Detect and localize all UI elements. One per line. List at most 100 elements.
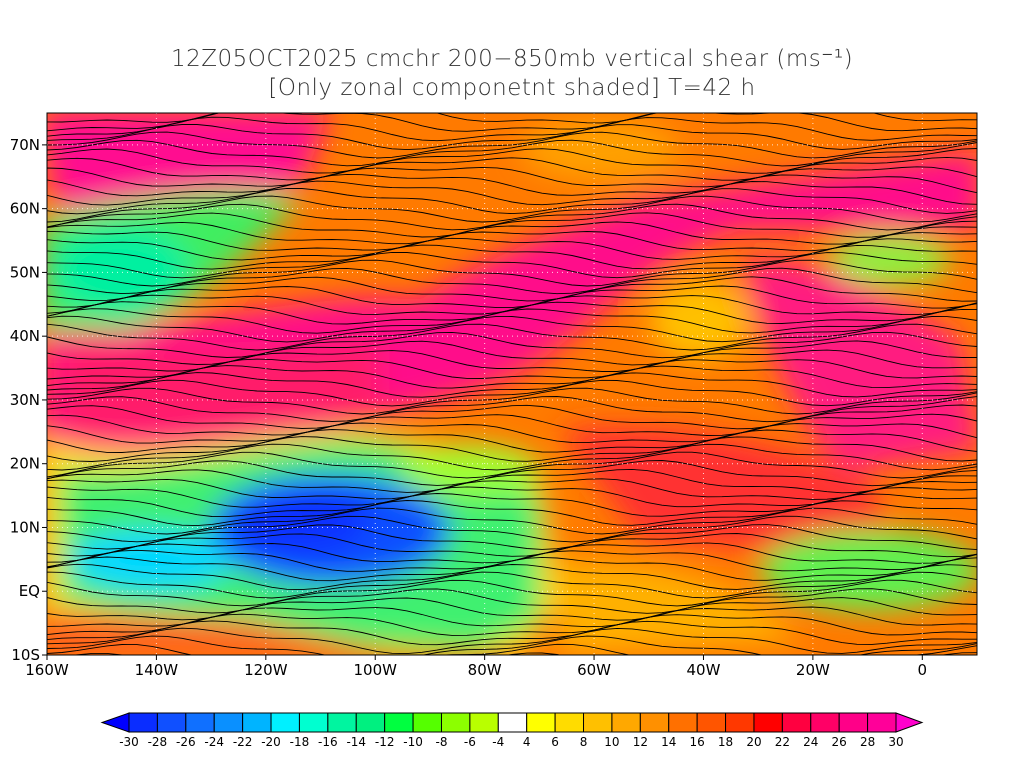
shear-streamlines — [47, 113, 977, 655]
colorbar-swatch — [213, 712, 244, 733]
streamline — [47, 308, 977, 334]
lon-label: 100W — [354, 661, 398, 679]
lat-label: 50N — [10, 263, 40, 281]
streamline — [47, 588, 977, 614]
colorbar-label: 22 — [775, 735, 790, 749]
colorbar-label: 30 — [888, 735, 903, 749]
colorbar: -30 -28 -26 -24 -22 -20 -18 -16 -14 -12 -10 -8 -6 -4 4… — [100, 712, 924, 749]
colorbar-label: 4 — [523, 735, 531, 749]
colorbar-swatch — [725, 712, 755, 733]
streamline — [47, 166, 977, 188]
streamline — [47, 404, 977, 430]
streamline — [47, 187, 977, 215]
streamline — [47, 244, 977, 270]
streamline — [47, 365, 977, 389]
streamline — [47, 542, 977, 564]
streamline — [47, 500, 977, 527]
lon-label: 0 — [918, 661, 928, 679]
colorbar-label: 28 — [860, 735, 875, 749]
colorbar-label: 6 — [551, 735, 559, 749]
lat-label: 20N — [10, 455, 40, 473]
streamline — [47, 563, 977, 591]
lon-label: 120W — [244, 661, 288, 679]
streamline — [47, 173, 977, 197]
streamline — [47, 478, 977, 500]
chart-title-line2: [Only zonal componetnt shaded] T=42 h — [268, 75, 756, 101]
colorbar-label: -24 — [204, 735, 224, 749]
colorbar-label: -18 — [290, 735, 310, 749]
lon-label: 80W — [468, 661, 502, 679]
streamline — [47, 139, 977, 167]
colorbar-swatch — [838, 712, 869, 733]
colorbar-swatch — [497, 712, 528, 733]
colorbar-swatch — [242, 712, 272, 733]
lat-label: 10N — [10, 518, 40, 536]
colorbar-label: 18 — [718, 735, 733, 749]
streamline — [47, 372, 977, 398]
streamline — [47, 460, 977, 487]
colorbar-swatch — [270, 712, 300, 733]
streamline — [47, 627, 977, 655]
streamline — [47, 468, 977, 494]
colorbar-swatch — [753, 712, 783, 733]
colorbar-swatch — [810, 712, 840, 733]
colorbar-swatch — [298, 712, 329, 733]
streamline — [47, 429, 977, 453]
colorbar-label: -22 — [233, 735, 253, 749]
streamline — [47, 276, 977, 302]
colorbar-swatch — [867, 712, 897, 733]
colorbar-label: -20 — [261, 735, 281, 749]
lat-label: 30N — [10, 391, 40, 409]
streamline — [47, 148, 977, 174]
map-frame — [46, 112, 978, 656]
colorbar-swatch — [440, 712, 471, 733]
colorbar-label: -10 — [403, 735, 423, 749]
lat-label: 10S — [11, 646, 40, 664]
lon-label: 140W — [135, 661, 179, 679]
streamline — [47, 131, 977, 159]
streamline — [47, 340, 977, 366]
colorbar-swatch — [583, 712, 613, 733]
lon-label: 60W — [577, 661, 611, 679]
colorbar-label: 24 — [803, 735, 818, 749]
colorbar-under-arrow — [100, 712, 130, 733]
colorbar-swatch — [412, 712, 442, 733]
streamline — [47, 267, 977, 295]
streamline — [47, 436, 977, 462]
streamline — [47, 195, 977, 223]
colorbar-label: -30 — [119, 735, 139, 749]
lon-label: 20W — [796, 661, 830, 679]
lat-label: 70N — [10, 136, 40, 154]
colorbar-label: -14 — [346, 735, 366, 749]
colorbar-over-arrow — [895, 712, 924, 733]
lat-label: 60N — [10, 200, 40, 218]
streamline — [47, 524, 977, 551]
colorbar-label: -4 — [492, 735, 504, 749]
streamline — [47, 613, 977, 636]
streamline — [47, 180, 977, 206]
colorbar-label: 16 — [690, 735, 705, 749]
colorbar-swatch — [611, 712, 641, 733]
colorbar-label: 26 — [832, 735, 847, 749]
streamline — [47, 635, 977, 655]
streamline — [47, 331, 977, 359]
colorbar-swatch — [185, 712, 215, 733]
colorbar-label: -26 — [176, 735, 196, 749]
colorbar-swatch — [355, 712, 386, 733]
streamline — [47, 443, 977, 471]
streamline — [47, 620, 977, 646]
streamline — [47, 116, 977, 142]
streamline — [47, 579, 977, 607]
streamline — [47, 597, 977, 621]
colorbar-label: -8 — [435, 735, 447, 749]
streamline — [47, 396, 977, 423]
streamline — [47, 422, 977, 444]
streamline — [47, 212, 977, 238]
colorbar-swatch — [327, 712, 357, 733]
colorbar-label: -28 — [148, 735, 168, 749]
colorbar-label: -16 — [318, 735, 338, 749]
streamline — [47, 571, 977, 599]
streamline — [47, 323, 977, 351]
